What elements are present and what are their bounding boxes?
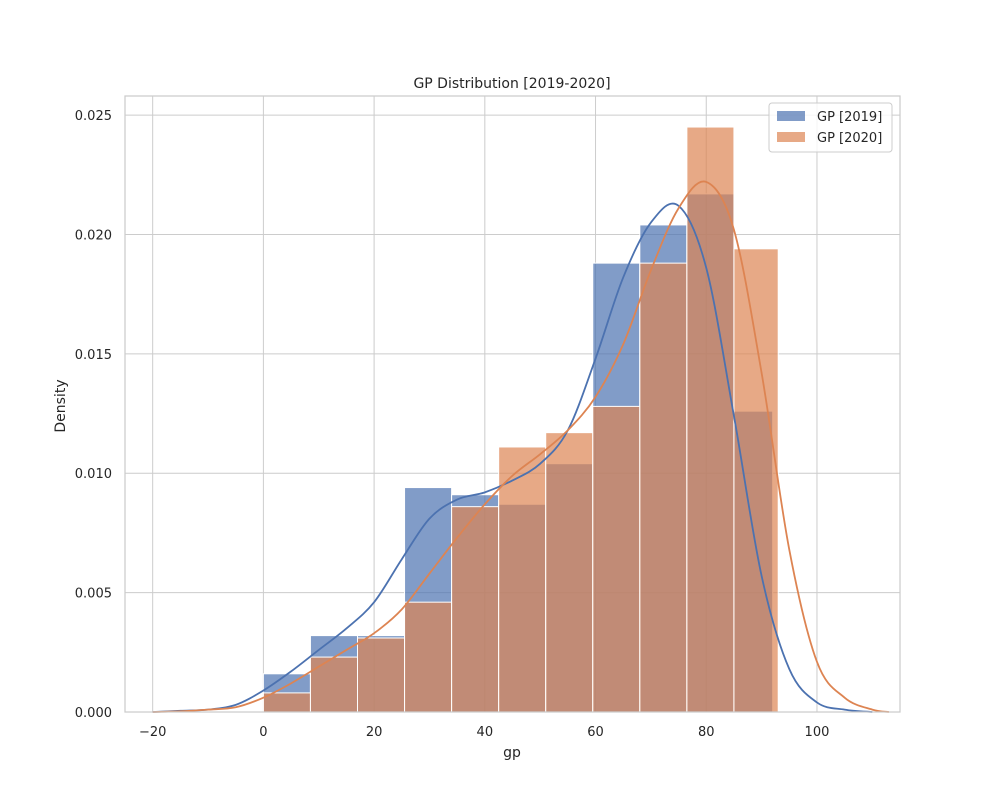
y-axis-label: Density [53,379,69,432]
x-tick-label: 0 [259,725,267,740]
y-tick-label: 0.010 [75,467,112,482]
legend: GP [2019] GP [2020] [768,102,893,153]
x-tick-label: −20 [139,725,166,740]
x-tick-label: 80 [698,725,715,740]
bar-series-1-bin-0 [262,692,311,713]
y-tick-label: 0.000 [75,706,112,721]
kde-line-series-0 [152,202,873,713]
y-tick-label: 0.025 [75,109,112,124]
kde-line-series-1 [152,180,890,713]
x-tick-label: 60 [587,725,604,740]
x-axis-label: gp [503,745,521,761]
x-tick-label: 40 [477,725,494,740]
legend-swatch-gp-2019 [777,111,805,121]
kde-curves [152,180,890,713]
y-tick-label: 0.015 [75,348,112,363]
y-tick-label: 0.005 [75,587,112,602]
y-tick-labels: 0.000 0.005 0.010 0.015 0.020 0.025 [75,109,112,721]
legend-label-gp-2020: GP [2020] [817,131,882,146]
bar-series-1-bin-9 [686,126,735,713]
bar-series-1-bin-1 [309,656,359,713]
chart-title: GP Distribution [2019-2020] [413,76,610,92]
plot-frame [124,95,901,713]
x-tick-labels: −20 0 20 40 60 80 100 [139,725,829,740]
bar-series-1-bin-2 [357,637,406,713]
y-tick-label: 0.020 [75,228,112,243]
bar-series-1-bin-8 [639,262,688,713]
bar-series-1-bin-7 [592,405,641,713]
bar-series-1-bin-5 [498,446,547,713]
legend-label-gp-2019: GP [2019] [817,110,882,125]
bar-series-1-bin-3 [404,601,453,713]
x-tick-label: 100 [805,725,830,740]
bar-series-1-bin-10 [733,248,779,713]
legend-swatch-gp-2020 [777,132,805,142]
bar-series-1-bin-4 [451,506,500,713]
bars [262,126,779,713]
x-tick-label: 20 [366,725,383,740]
bar-series-1-bin-6 [545,432,594,713]
